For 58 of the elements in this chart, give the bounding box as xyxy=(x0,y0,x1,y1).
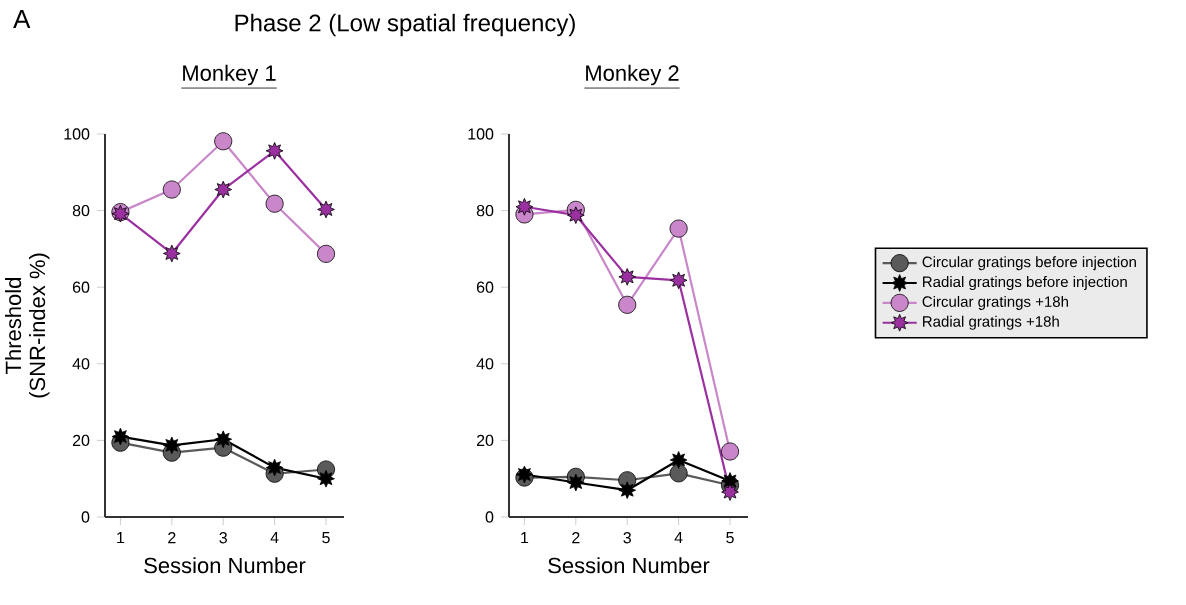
point xyxy=(721,483,739,501)
y-tick-label: 0 xyxy=(81,511,90,523)
point xyxy=(214,180,233,199)
y-tick-label: 40 xyxy=(476,358,494,370)
x-tick-label: 1 xyxy=(521,532,529,544)
x-tick-label: 1 xyxy=(117,532,125,544)
x-tick-label: 5 xyxy=(726,532,734,544)
y-axis-title: Threshold (SNR-index %) xyxy=(5,253,50,398)
point xyxy=(515,197,534,216)
y-tick-label: 40 xyxy=(72,358,90,370)
point xyxy=(317,469,335,488)
y-tick-label: 0 xyxy=(485,511,494,523)
point xyxy=(163,436,181,455)
legend-label: Circular gratings +18h xyxy=(922,295,1068,310)
point xyxy=(669,464,688,483)
x-tick-label: 4 xyxy=(270,532,279,544)
point xyxy=(618,295,637,314)
point xyxy=(214,430,233,449)
y-tick-label: 60 xyxy=(476,281,494,293)
legend-label: Radial gratings before injection xyxy=(923,276,1127,291)
point xyxy=(162,180,181,199)
point xyxy=(618,268,637,286)
point xyxy=(721,442,740,461)
point xyxy=(669,271,688,290)
point xyxy=(265,194,284,213)
y-tick-label: 20 xyxy=(72,434,90,447)
x-axis-title: Session Number xyxy=(144,557,306,574)
point xyxy=(618,481,637,499)
point xyxy=(163,244,181,263)
y-tick-label: 100 xyxy=(64,128,90,140)
x-tick-label: 4 xyxy=(674,532,683,544)
point xyxy=(567,206,585,224)
point xyxy=(317,244,336,263)
y-tick-label: 20 xyxy=(476,434,494,447)
point xyxy=(265,142,284,160)
legend-label: Circular gratings before injection xyxy=(922,256,1136,271)
x-axis-title: Session Number xyxy=(548,557,710,574)
text: Phase 2 (Low spatial frequency) xyxy=(235,13,575,37)
chart-subtitle: Monkey 1 xyxy=(183,64,276,86)
x-tick-label: 3 xyxy=(219,532,227,544)
x-tick-label: 5 xyxy=(322,532,330,544)
x-tick-label: 2 xyxy=(168,532,176,544)
y-tick-label: 60 xyxy=(72,281,90,293)
chart-subtitle: Monkey 2 xyxy=(586,64,679,86)
x-tick-label: 2 xyxy=(572,532,580,544)
text: A xyxy=(13,10,31,28)
point xyxy=(111,427,130,446)
point xyxy=(214,132,233,151)
y-tick-label: 100 xyxy=(468,128,494,140)
point xyxy=(317,200,335,219)
point xyxy=(669,451,688,469)
x-tick-label: 3 xyxy=(623,532,631,544)
point xyxy=(669,219,688,238)
point xyxy=(265,458,284,477)
y-tick-label: 80 xyxy=(476,204,494,217)
y-tick-label: 80 xyxy=(72,204,90,217)
point xyxy=(567,473,585,492)
legend-label: Radial gratings +18h xyxy=(923,315,1059,330)
